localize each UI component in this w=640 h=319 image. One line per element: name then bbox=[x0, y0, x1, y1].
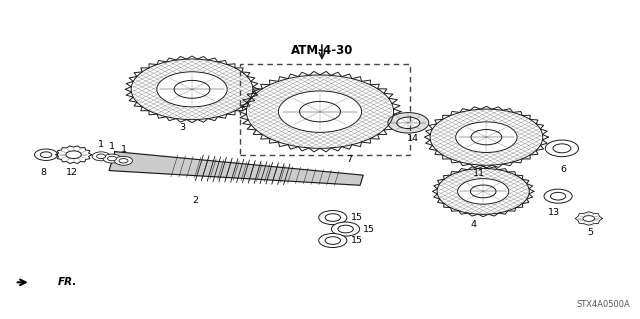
Circle shape bbox=[319, 211, 347, 225]
Circle shape bbox=[332, 222, 360, 236]
Polygon shape bbox=[575, 212, 602, 225]
Circle shape bbox=[97, 154, 106, 159]
Polygon shape bbox=[56, 146, 92, 164]
Circle shape bbox=[237, 70, 403, 153]
Circle shape bbox=[278, 91, 362, 132]
Text: 14: 14 bbox=[407, 134, 419, 143]
Circle shape bbox=[583, 216, 595, 221]
Circle shape bbox=[423, 106, 550, 169]
Circle shape bbox=[157, 72, 227, 107]
Circle shape bbox=[300, 101, 340, 122]
Circle shape bbox=[545, 140, 579, 157]
Text: 15: 15 bbox=[351, 213, 363, 222]
Text: FR.: FR. bbox=[58, 277, 77, 287]
Circle shape bbox=[325, 237, 340, 244]
Text: 6: 6 bbox=[560, 165, 566, 174]
Circle shape bbox=[458, 179, 509, 204]
Text: 5: 5 bbox=[587, 228, 593, 237]
Text: 8: 8 bbox=[40, 168, 47, 177]
Text: 13: 13 bbox=[548, 208, 559, 217]
Circle shape bbox=[108, 156, 116, 161]
Circle shape bbox=[550, 192, 566, 200]
Text: 7: 7 bbox=[346, 155, 352, 164]
Text: 1: 1 bbox=[121, 145, 127, 154]
Text: 2: 2 bbox=[192, 197, 198, 205]
Text: ATM-4-30: ATM-4-30 bbox=[291, 44, 353, 57]
Circle shape bbox=[397, 117, 420, 129]
Text: 1: 1 bbox=[109, 142, 115, 151]
Polygon shape bbox=[433, 166, 534, 217]
Circle shape bbox=[458, 179, 509, 204]
Polygon shape bbox=[109, 152, 363, 185]
Text: 15: 15 bbox=[351, 236, 363, 245]
Text: 15: 15 bbox=[364, 225, 375, 234]
Circle shape bbox=[319, 234, 347, 248]
Circle shape bbox=[124, 56, 260, 123]
Circle shape bbox=[544, 189, 572, 203]
Circle shape bbox=[470, 185, 496, 198]
Text: 1: 1 bbox=[98, 140, 104, 149]
Circle shape bbox=[553, 144, 571, 153]
Circle shape bbox=[388, 113, 429, 133]
Circle shape bbox=[456, 122, 517, 152]
Text: 4: 4 bbox=[470, 220, 477, 229]
Polygon shape bbox=[239, 71, 401, 152]
Circle shape bbox=[471, 130, 502, 145]
Text: 3: 3 bbox=[179, 123, 186, 132]
Text: 12: 12 bbox=[66, 168, 77, 177]
Circle shape bbox=[40, 152, 52, 158]
Circle shape bbox=[157, 72, 227, 107]
Circle shape bbox=[456, 122, 517, 152]
Circle shape bbox=[66, 151, 81, 159]
Text: 11: 11 bbox=[473, 169, 484, 178]
Circle shape bbox=[278, 91, 362, 132]
Circle shape bbox=[174, 80, 210, 98]
Circle shape bbox=[103, 154, 121, 163]
Circle shape bbox=[92, 152, 110, 161]
Circle shape bbox=[431, 166, 535, 217]
Circle shape bbox=[119, 159, 128, 163]
Circle shape bbox=[338, 225, 353, 233]
Polygon shape bbox=[125, 56, 259, 123]
Polygon shape bbox=[424, 106, 548, 168]
Text: STX4A0500A: STX4A0500A bbox=[577, 300, 630, 309]
Circle shape bbox=[35, 149, 58, 160]
Circle shape bbox=[325, 214, 340, 221]
Circle shape bbox=[115, 156, 132, 165]
